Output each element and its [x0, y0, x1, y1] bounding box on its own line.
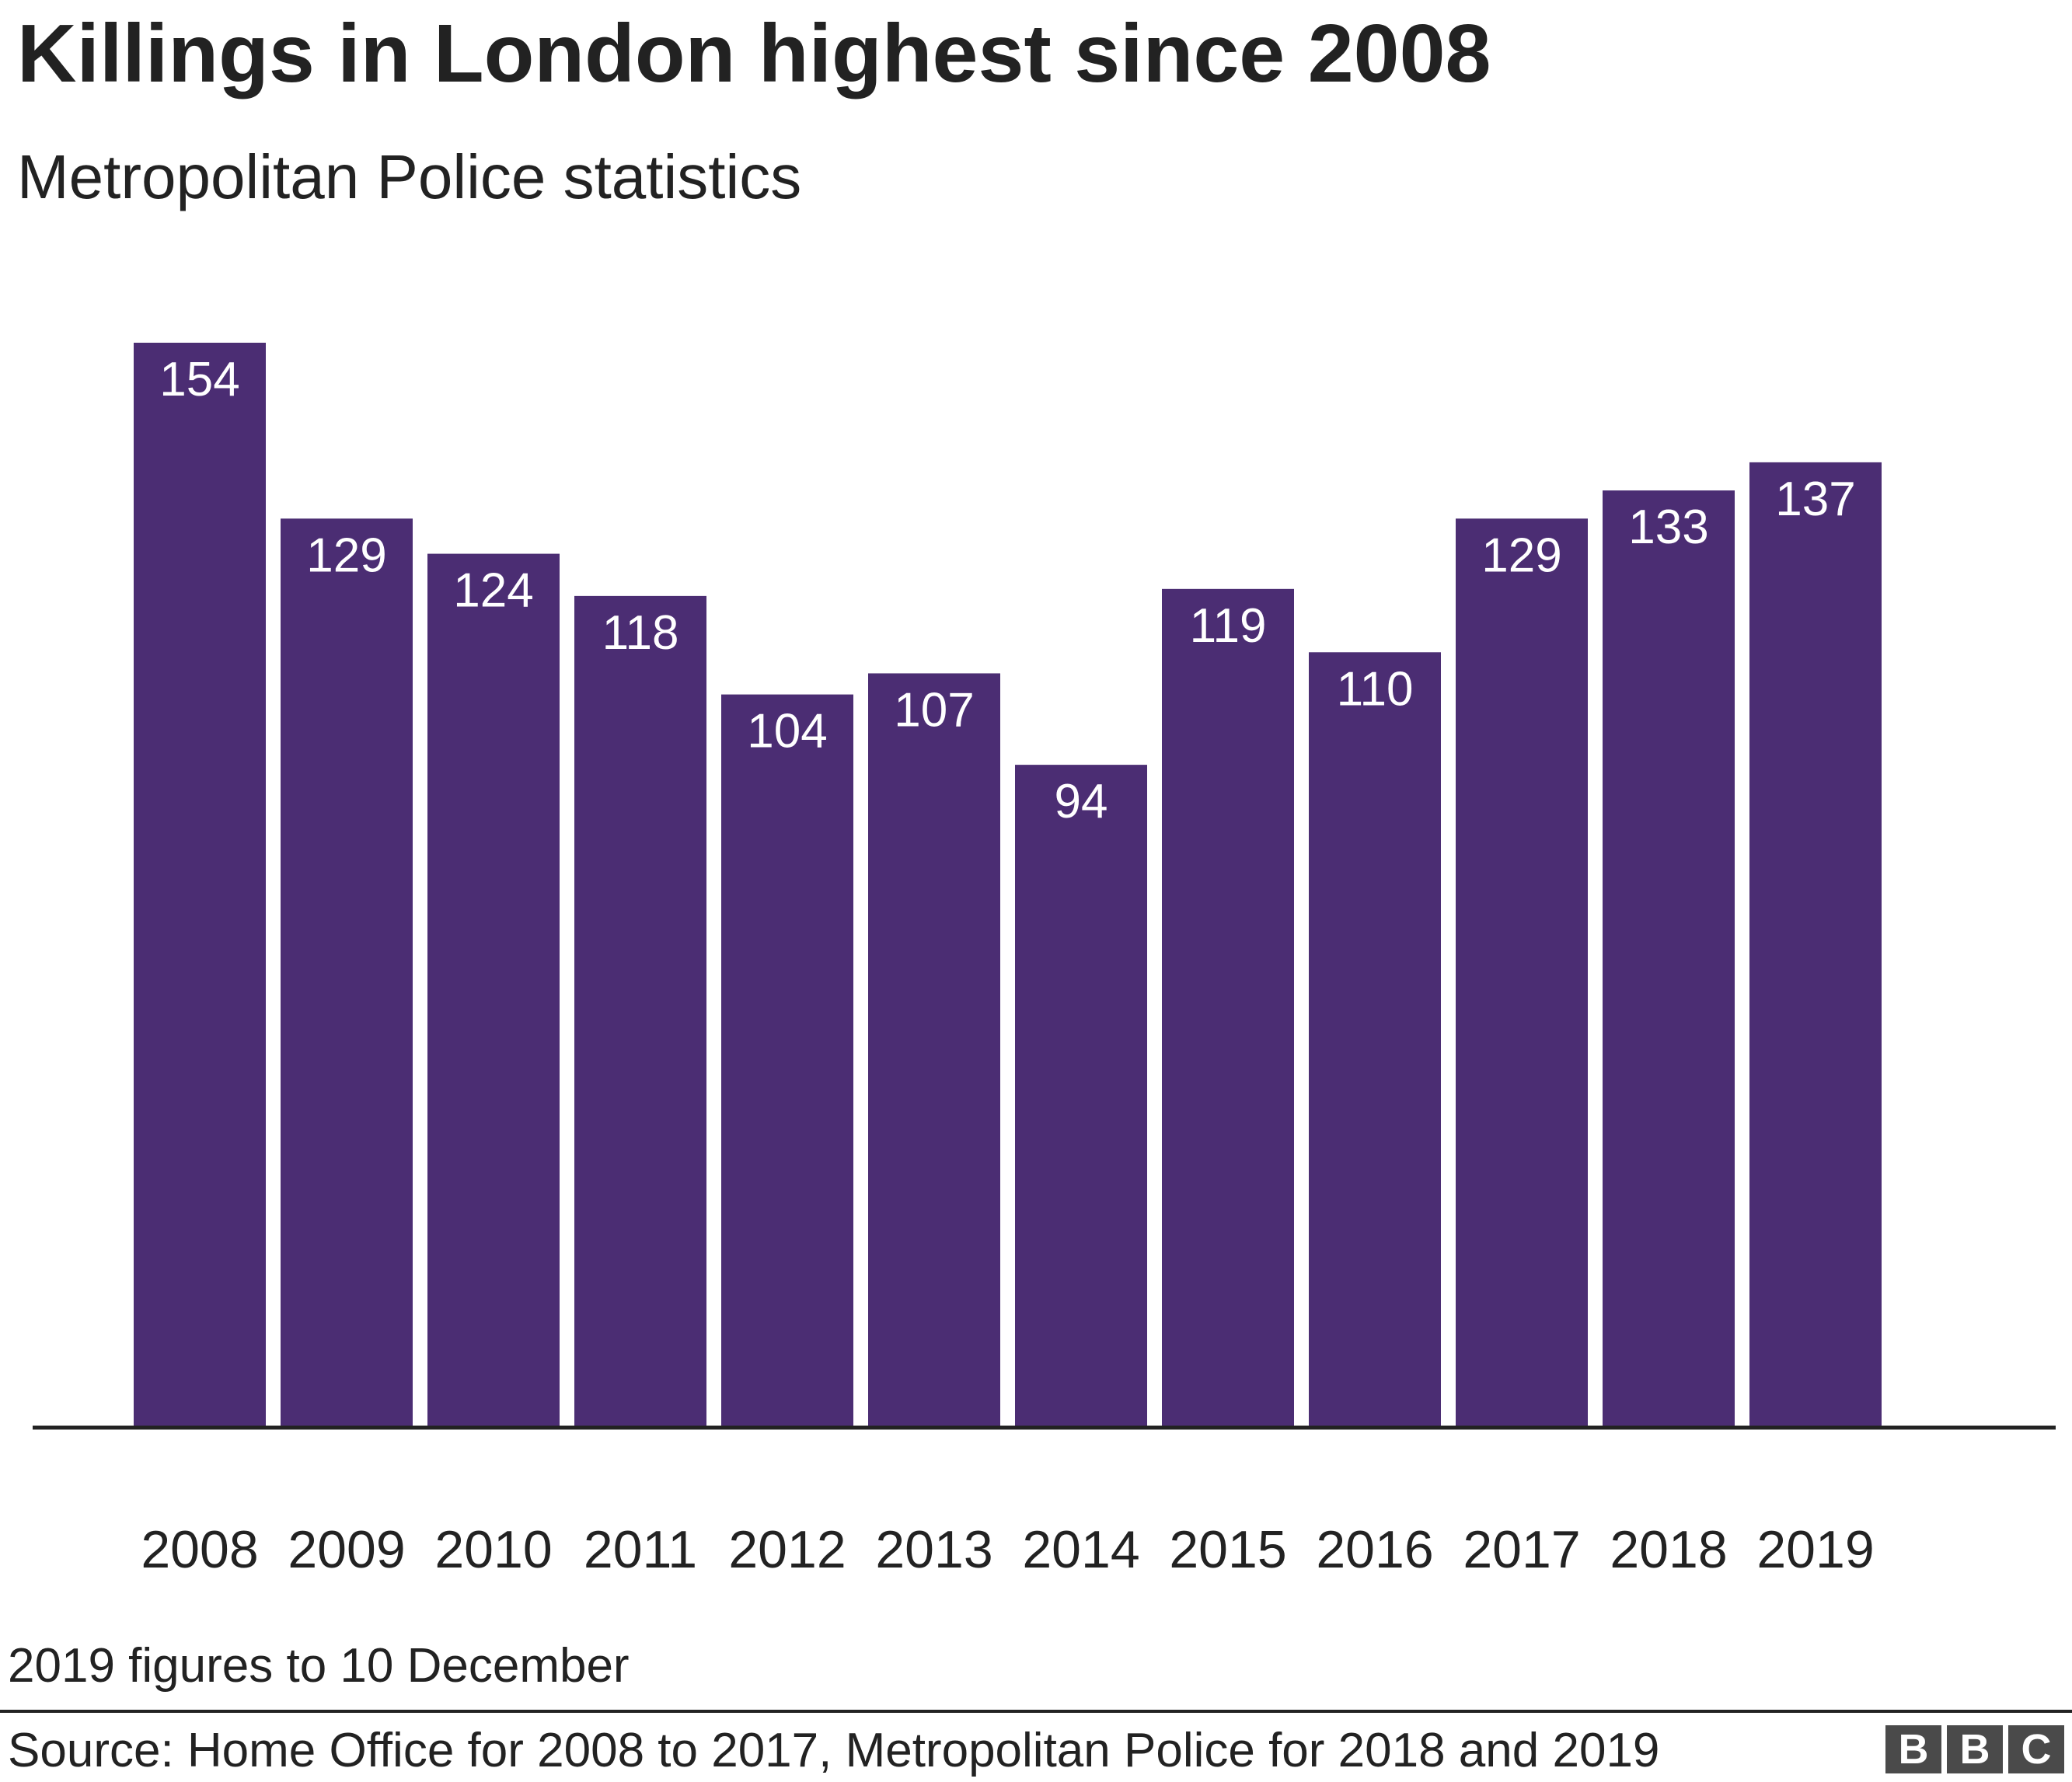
- bar-value-label: 118: [602, 606, 679, 660]
- bar-value-label: 129: [306, 528, 386, 582]
- x-tick-label: 2015: [1169, 1520, 1286, 1579]
- bar-2013: [868, 673, 1000, 1426]
- x-tick-label: 2008: [141, 1520, 258, 1579]
- logo-block-2: B: [1947, 1725, 2003, 1773]
- bar-value-label: 119: [1190, 599, 1267, 653]
- x-tick-label: 2014: [1022, 1520, 1139, 1579]
- logo-block-1: B: [1885, 1725, 1941, 1773]
- x-tick-label: 2012: [728, 1520, 846, 1579]
- bar-2019: [1749, 462, 1882, 1427]
- bar-2016: [1309, 652, 1441, 1426]
- bar-value-label: 104: [747, 705, 827, 758]
- bar-value-label: 137: [1775, 473, 1855, 526]
- source-text: Source: Home Office for 2008 to 2017, Me…: [8, 1724, 1660, 1777]
- bar-value-label: 154: [159, 353, 239, 406]
- bar-value-label: 107: [894, 683, 974, 737]
- x-tick-label: 2017: [1463, 1520, 1580, 1579]
- x-tick-label: 2019: [1756, 1520, 1874, 1579]
- chart-title: Killings in London highest since 2008: [17, 8, 1491, 99]
- bar-value-label: 129: [1481, 528, 1561, 582]
- footnote: 2019 figures to 10 December: [8, 1639, 630, 1693]
- bar-2014: [1015, 765, 1147, 1426]
- logo-block-3: C: [2008, 1725, 2064, 1773]
- bar-2012: [721, 694, 853, 1426]
- bar-2017: [1456, 518, 1588, 1426]
- bar-2008: [134, 343, 266, 1426]
- x-tick-label: 2009: [288, 1520, 405, 1579]
- x-tick-label: 2010: [434, 1520, 552, 1579]
- bar-value-label: 110: [1337, 662, 1414, 716]
- bar-chart: 154 2008 129 2009 124 2010 118 2011 104 2012 107 20…: [33, 343, 2056, 1579]
- x-tick-label: 2011: [584, 1520, 697, 1579]
- bar-2015: [1162, 588, 1294, 1427]
- bar-value-label: 124: [453, 564, 533, 618]
- bar-2018: [1603, 490, 1735, 1426]
- bar-2011: [574, 595, 706, 1426]
- bar-2010: [427, 553, 560, 1426]
- footer-divider: [0, 1710, 2072, 1713]
- chart-subtitle: Metropolitan Police statistics: [17, 142, 802, 211]
- x-tick-label: 2018: [1610, 1520, 1727, 1579]
- bbc-logo: B B C: [1885, 1725, 2064, 1773]
- bar-2009: [281, 518, 413, 1426]
- bar-value-label: 94: [1055, 775, 1108, 828]
- bar-value-label: 133: [1628, 500, 1708, 554]
- x-tick-label: 2013: [875, 1520, 992, 1579]
- x-tick-label: 2016: [1316, 1520, 1433, 1579]
